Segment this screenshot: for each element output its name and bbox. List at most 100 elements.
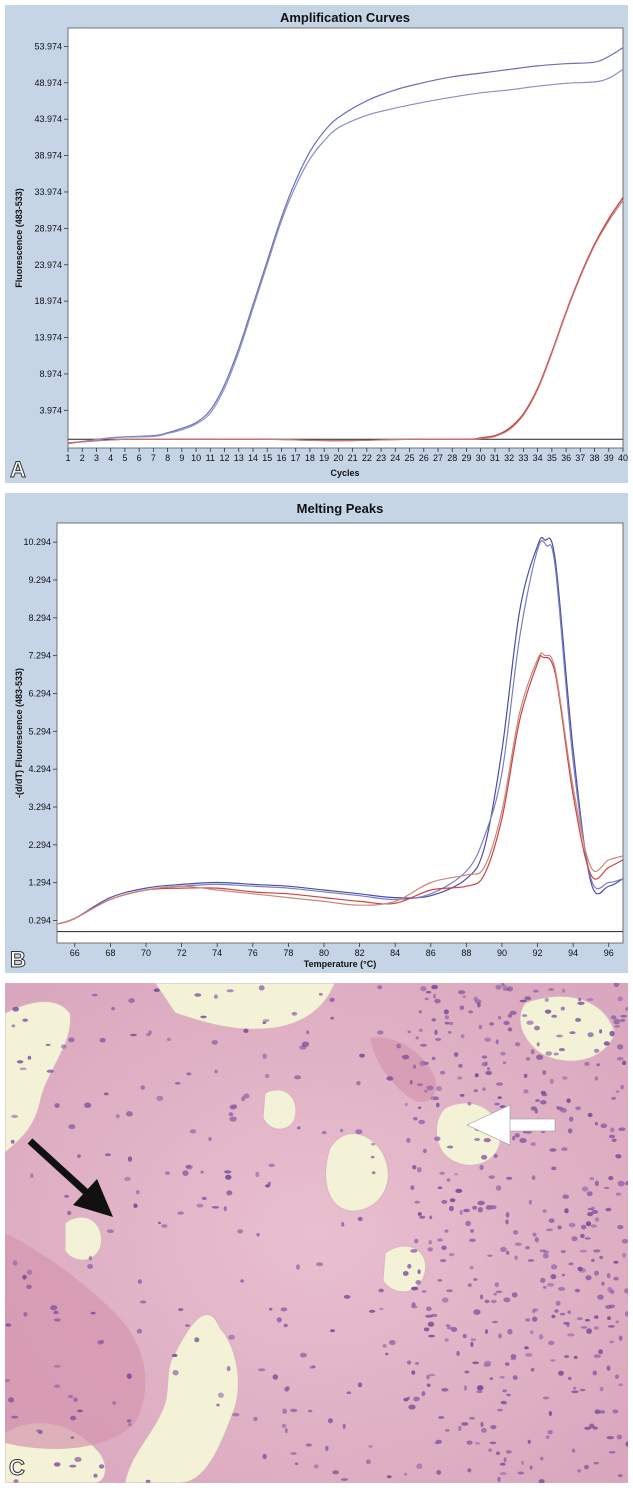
nucleus (593, 1048, 600, 1053)
nucleus (459, 1005, 465, 1010)
nucleus (542, 1396, 550, 1400)
x-tick-label: 68 (105, 948, 115, 958)
nucleus (378, 1288, 384, 1293)
nucleus (461, 1422, 469, 1426)
x-tick-label: 7 (151, 453, 156, 463)
nucleus (459, 1094, 465, 1097)
nucleus (603, 1041, 610, 1046)
nucleus (593, 1326, 599, 1330)
nucleus (396, 1043, 402, 1049)
nucleus (495, 1039, 499, 1045)
nucleus (430, 1313, 438, 1318)
nucleus (441, 1245, 447, 1251)
nucleus (485, 1070, 493, 1076)
nucleus (550, 1359, 556, 1362)
x-tick-label: 37 (575, 453, 585, 463)
nucleus (294, 1075, 302, 1080)
nucleus (156, 1095, 164, 1101)
nucleus (240, 1279, 244, 1283)
nucleus (534, 1025, 540, 1031)
nucleus (576, 1317, 583, 1321)
x-tick-label: 35 (547, 453, 557, 463)
nucleus (99, 1037, 106, 1043)
nucleus (172, 1370, 179, 1376)
nucleus (484, 1360, 492, 1366)
nucleus (613, 1018, 620, 1025)
nucleus (262, 1453, 267, 1460)
nucleus (490, 1299, 497, 1304)
nucleus (414, 1238, 419, 1244)
nucleus (26, 1269, 33, 1275)
nucleus (580, 1326, 588, 1329)
nucleus (297, 1126, 301, 1130)
y-tick-label: 5.294 (28, 726, 51, 736)
black-arrow (27, 1138, 113, 1217)
nucleus (486, 1067, 491, 1071)
x-tick-label: 72 (177, 948, 187, 958)
nucleus (605, 1207, 612, 1212)
nucleus (480, 1294, 484, 1300)
nucleus (591, 1209, 599, 1214)
nucleus (436, 1470, 442, 1475)
nucleus (620, 1014, 627, 1018)
nucleus (477, 1200, 485, 1206)
nucleus (499, 1472, 507, 1476)
nucleus (558, 1048, 566, 1052)
y-tick-label: 4.294 (28, 764, 51, 774)
x-tick-label: 25 (405, 453, 415, 463)
nucleus (567, 1333, 575, 1337)
nucleus (70, 1415, 77, 1421)
black-arrow-head (73, 1179, 113, 1217)
nucleus (530, 1106, 537, 1111)
nucleus (529, 1330, 534, 1334)
nucleus (586, 998, 594, 1001)
nucleus (417, 1106, 422, 1109)
nucleus (489, 1441, 497, 1445)
nucleus (574, 1288, 581, 1293)
nucleus (548, 1411, 553, 1416)
nucleus (446, 1289, 453, 1293)
nucleus (421, 1290, 427, 1293)
nucleus (586, 1328, 592, 1334)
nucleus (513, 1230, 519, 1235)
nucleus (524, 996, 532, 1001)
nucleus (410, 1249, 418, 1253)
nucleus (10, 1139, 15, 1144)
nucleus (68, 1037, 75, 1043)
nucleus (223, 1206, 227, 1212)
nucleus (587, 1032, 594, 1038)
nucleus (444, 1429, 450, 1432)
nucleus (419, 1215, 426, 1219)
nucleus (607, 1316, 611, 1321)
nucleus (228, 1334, 235, 1340)
y-tick-label: 7.294 (28, 651, 51, 661)
nucleus (107, 1229, 114, 1233)
nucleus (26, 1284, 32, 1289)
clear-space (5, 1000, 72, 1154)
nucleus (253, 1416, 258, 1422)
nucleus (366, 1459, 371, 1465)
nucleus (467, 1101, 472, 1106)
x-tick-label: 70 (141, 948, 151, 958)
x-tick-label: 14 (248, 453, 258, 463)
nucleus (466, 1440, 473, 1445)
panel-c-micrograph: C (5, 983, 628, 1483)
nucleus (607, 1286, 613, 1293)
nucleus (505, 1219, 509, 1225)
x-axis-label: Temperature (°C) (304, 959, 376, 969)
nucleus (437, 1279, 443, 1282)
nucleus (562, 988, 566, 993)
nucleus (139, 1300, 147, 1304)
nucleus (611, 1096, 616, 1100)
nucleus (465, 1220, 471, 1227)
nucleus (408, 1404, 416, 1410)
nucleus (497, 1408, 503, 1412)
nucleus (542, 1253, 549, 1259)
nucleus (495, 1082, 504, 1086)
y-tick-label: 0.294 (28, 916, 51, 926)
nucleus (437, 1186, 443, 1190)
nucleus (290, 1408, 298, 1413)
nucleus (507, 1027, 513, 1032)
nucleus (575, 1106, 581, 1111)
nucleus (494, 1282, 499, 1288)
